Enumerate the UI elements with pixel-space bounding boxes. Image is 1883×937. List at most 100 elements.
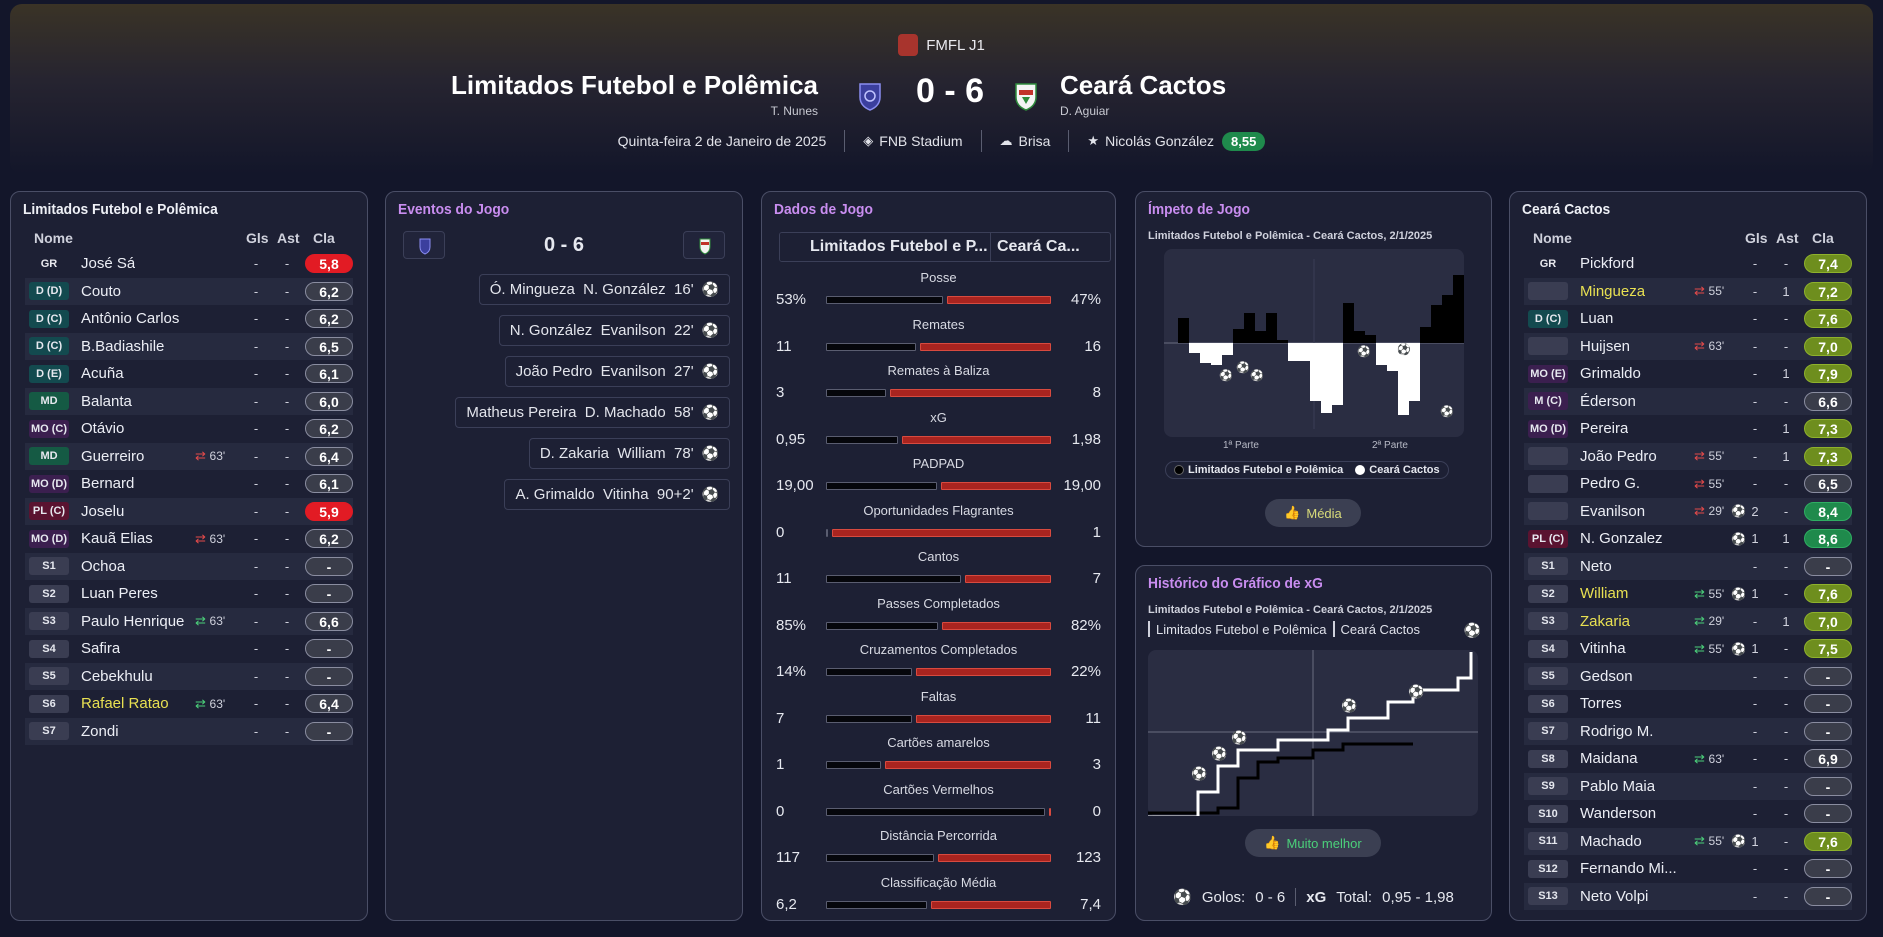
player-name[interactable]: Neto Volpi — [1580, 887, 1649, 905]
player-row[interactable]: Pedro G. ⇄ 55' - -6,5 — [1524, 470, 1852, 498]
player-row[interactable]: D (C) Luan - -7,6 — [1524, 305, 1852, 333]
player-row[interactable]: Evanilson ⇄ 29' ⚽ 2 -8,4 — [1524, 497, 1852, 525]
player-row[interactable]: S4 Vitinha ⇄ 55' ⚽ 1 -7,5 — [1524, 635, 1852, 663]
col-assists[interactable]: Ast — [277, 230, 300, 246]
player-name[interactable]: Luan Peres — [81, 585, 158, 603]
player-row[interactable]: D (C) B.Badiashile - -6,5 — [25, 332, 353, 360]
col-goals[interactable]: Gls — [1745, 230, 1768, 246]
home-team-tab[interactable]: Limitados Futebol e P... — [780, 233, 990, 261]
goal-event[interactable]: D. Zakaria William 78' ⚽ — [528, 438, 730, 469]
player-row[interactable]: S2 Luan Peres - - - — [25, 580, 353, 608]
player-name[interactable]: N. Gonzalez — [1580, 530, 1663, 548]
player-name[interactable]: Torres — [1580, 695, 1622, 713]
player-row[interactable]: MO (E) Grimaldo - 1 7,9 — [1524, 360, 1852, 388]
player-name[interactable]: Couto — [81, 282, 122, 300]
legend-away[interactable]: Ceará Cactos — [1355, 464, 1440, 476]
player-name[interactable]: William — [1580, 585, 1629, 603]
player-name[interactable]: Bernard — [81, 475, 135, 493]
player-row[interactable]: S5 Gedson - - - — [1524, 662, 1852, 690]
player-name[interactable]: Joselu — [81, 502, 125, 520]
player-row[interactable]: MO (C) Otávio - -6,2 — [25, 415, 353, 443]
goal-event[interactable]: João Pedro Evanilson 27' ⚽ — [504, 356, 730, 387]
col-goals[interactable]: Gls — [246, 230, 269, 246]
player-name[interactable]: Huijsen — [1580, 337, 1631, 355]
player-row[interactable]: S1 Ochoa - - - — [25, 552, 353, 580]
player-name[interactable]: Pedro G. — [1580, 475, 1641, 493]
player-name[interactable]: Ochoa — [81, 557, 126, 575]
player-row[interactable]: Huijsen ⇄ 63' - -7,0 — [1524, 332, 1852, 360]
home-team-block[interactable]: Limitados Futebol e Polêmica T. Nunes — [451, 70, 818, 118]
player-name[interactable]: João Pedro — [1580, 447, 1657, 465]
stadium-name[interactable]: FNB Stadium — [879, 133, 963, 149]
player-name[interactable]: Rodrigo M. — [1580, 722, 1654, 740]
player-name[interactable]: Guerreiro — [81, 447, 145, 465]
player-row[interactable]: S11 Machado ⇄ 55' ⚽ 1 -7,6 — [1524, 827, 1852, 855]
player-row[interactable]: S3 Zakaria ⇄ 29' - 1 7,0 — [1524, 607, 1852, 635]
player-row[interactable]: D (D) Couto - -6,2 — [25, 277, 353, 305]
player-row[interactable]: S8 Maidana ⇄ 63' - -6,9 — [1524, 745, 1852, 773]
potm-name[interactable]: Nicolás González — [1105, 133, 1215, 149]
xg-tab-away[interactable]: Ceará Cactos — [1340, 621, 1421, 637]
competition-name[interactable]: FMFL J1 — [926, 36, 985, 54]
average-button[interactable]: 👍 Média — [1265, 499, 1361, 527]
player-row[interactable]: MD Guerreiro ⇄ 63' - -6,4 — [25, 442, 353, 470]
player-row[interactable]: S10 Wanderson - - - — [1524, 800, 1852, 828]
player-name[interactable]: B.Badiashile — [81, 337, 165, 355]
player-name[interactable]: Safira — [81, 640, 121, 658]
player-name[interactable]: Vitinha — [1580, 640, 1626, 658]
player-name[interactable]: Pickford — [1580, 255, 1635, 273]
col-rating[interactable]: Cla — [313, 230, 335, 246]
player-row[interactable]: S7 Rodrigo M. - - - — [1524, 717, 1852, 745]
col-name[interactable]: Nome — [1533, 230, 1572, 246]
player-row[interactable]: S2 William ⇄ 55' ⚽ 1 -7,6 — [1524, 580, 1852, 608]
player-name[interactable]: José Sá — [81, 255, 136, 273]
player-row[interactable]: S6 Torres - - - — [1524, 690, 1852, 718]
col-rating[interactable]: Cla — [1812, 230, 1834, 246]
player-row[interactable]: S5 Cebekhulu - - - — [25, 662, 353, 690]
player-row[interactable]: D (C) Antônio Carlos - -6,2 — [25, 305, 353, 333]
player-name[interactable]: Neto — [1580, 557, 1612, 575]
player-row[interactable]: João Pedro ⇄ 55' - 1 7,3 — [1524, 442, 1852, 470]
player-name[interactable]: Rafael Ratao — [81, 695, 169, 713]
away-coach[interactable]: D. Aguiar — [1060, 104, 1110, 118]
player-row[interactable]: D (E) Acuña - -6,1 — [25, 360, 353, 388]
player-name[interactable]: Wanderson — [1580, 805, 1657, 823]
player-row[interactable]: MO (D) Kauã Elias ⇄ 63' - -6,2 — [25, 525, 353, 553]
away-team-name[interactable]: Ceará Cactos — [1060, 70, 1227, 100]
player-name[interactable]: Maidana — [1580, 750, 1638, 768]
player-row[interactable]: M (C) Éderson - -6,6 — [1524, 387, 1852, 415]
player-row[interactable]: S12 Fernando Mi... - - - — [1524, 855, 1852, 883]
player-name[interactable]: Pablo Maia — [1580, 777, 1656, 795]
player-row[interactable]: PL (C) Joselu - -5,9 — [25, 497, 353, 525]
player-row[interactable]: MO (D) Bernard - -6,1 — [25, 470, 353, 498]
player-name[interactable]: Pereira — [1580, 420, 1629, 438]
home-team-name[interactable]: Limitados Futebol e Polêmica — [451, 70, 818, 100]
legend-home[interactable]: Limitados Futebol e Polêmica — [1174, 464, 1343, 476]
player-name[interactable]: Evanilson — [1580, 502, 1646, 520]
player-name[interactable]: Otávio — [81, 420, 125, 438]
goal-event[interactable]: N. González Evanilson 22' ⚽ — [498, 315, 730, 346]
player-name[interactable]: Zakaria — [1580, 612, 1631, 630]
goal-event[interactable]: A. Grimaldo Vitinha 90+2' ⚽ — [504, 479, 730, 510]
xg-tab-home[interactable]: Limitados Futebol e Polêmica — [1156, 621, 1327, 637]
goal-event[interactable]: Matheus Pereira D. Machado 58' ⚽ — [455, 397, 730, 428]
player-name[interactable]: Zondi — [81, 722, 119, 740]
player-row[interactable]: PL (C) N. Gonzalez ⚽ 1 1 8,6 — [1524, 525, 1852, 553]
player-name[interactable]: Acuña — [81, 365, 124, 383]
player-row[interactable]: GR Pickford - -7,4 — [1524, 250, 1852, 278]
player-name[interactable]: Machado — [1580, 832, 1642, 850]
player-row[interactable]: S1 Neto - - - — [1524, 552, 1852, 580]
player-row[interactable]: MD Balanta - -6,0 — [25, 387, 353, 415]
player-row[interactable]: S7 Zondi - - - — [25, 717, 353, 745]
player-name[interactable]: Éderson — [1580, 392, 1636, 410]
player-row[interactable]: Mingueza ⇄ 55' - 1 7,2 — [1524, 277, 1852, 305]
much-better-button[interactable]: 👍 Muito melhor — [1245, 829, 1381, 857]
col-assists[interactable]: Ast — [1776, 230, 1799, 246]
player-name[interactable]: Cebekhulu — [81, 667, 153, 685]
goal-event[interactable]: Ó. Mingueza N. González 16' ⚽ — [478, 274, 730, 305]
player-row[interactable]: S6 Rafael Ratao ⇄ 63' - -6,4 — [25, 690, 353, 718]
player-name[interactable]: Antônio Carlos — [81, 310, 180, 328]
col-name[interactable]: Nome — [34, 230, 73, 246]
player-row[interactable]: S9 Pablo Maia - - - — [1524, 772, 1852, 800]
player-name[interactable]: Mingueza — [1580, 282, 1646, 300]
